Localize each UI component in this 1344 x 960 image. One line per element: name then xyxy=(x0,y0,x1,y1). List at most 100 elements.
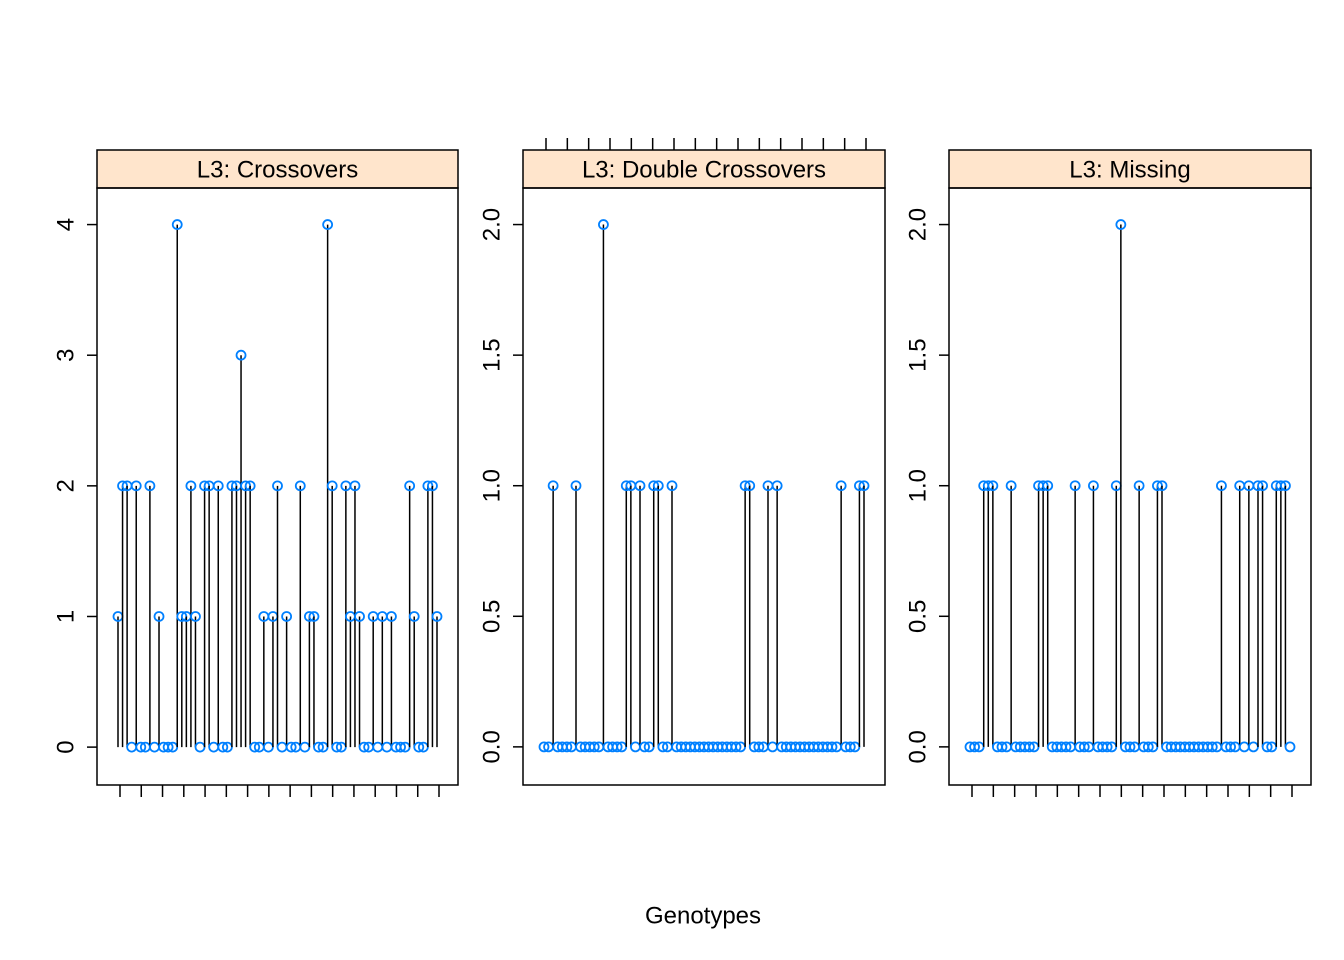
point xyxy=(987,480,999,492)
point xyxy=(262,741,274,753)
point xyxy=(858,480,870,492)
y-tick-label: 3 xyxy=(52,349,79,362)
point xyxy=(299,741,311,753)
point xyxy=(194,741,206,753)
point xyxy=(1078,741,1090,753)
point xyxy=(1133,480,1145,492)
point xyxy=(630,741,641,753)
point xyxy=(1115,219,1127,230)
point xyxy=(1257,480,1268,492)
point xyxy=(408,611,420,622)
point xyxy=(753,741,765,753)
point xyxy=(561,741,573,753)
point xyxy=(372,741,384,753)
strip xyxy=(522,149,886,189)
point xyxy=(1088,480,1099,492)
point xyxy=(1005,480,1017,492)
point xyxy=(1280,480,1291,492)
point xyxy=(771,480,783,492)
panel-title: L3: Crossovers xyxy=(197,156,358,183)
point xyxy=(326,480,338,492)
x-axis-label: Genotypes xyxy=(645,902,761,929)
y-tick-label: 1 xyxy=(52,610,79,623)
point xyxy=(652,480,664,492)
point xyxy=(190,611,201,622)
point xyxy=(570,480,582,492)
strip xyxy=(96,149,459,189)
point xyxy=(996,741,1008,753)
point xyxy=(244,480,256,492)
point xyxy=(1101,741,1113,753)
point xyxy=(395,741,406,753)
point xyxy=(1124,741,1136,753)
point xyxy=(639,741,650,753)
point xyxy=(162,741,174,753)
point xyxy=(149,741,160,753)
y-tick-label: 1.0 xyxy=(478,469,505,502)
point xyxy=(281,611,293,622)
point xyxy=(249,741,261,753)
point xyxy=(294,480,306,492)
point xyxy=(969,741,980,753)
point xyxy=(826,741,838,753)
point xyxy=(171,219,183,230)
point xyxy=(349,480,361,492)
y-tick-label: 1.0 xyxy=(904,469,931,502)
point xyxy=(135,741,147,753)
point xyxy=(144,480,156,492)
point xyxy=(308,611,320,622)
y-tick-label: 0.5 xyxy=(904,600,931,633)
point xyxy=(208,741,220,753)
point xyxy=(538,741,550,753)
point xyxy=(1156,480,1168,492)
y-tick-label: 0.0 xyxy=(904,730,931,763)
panel-frame xyxy=(522,187,886,786)
point xyxy=(272,480,283,492)
point xyxy=(1238,741,1250,753)
point xyxy=(844,741,856,753)
point xyxy=(657,741,669,753)
point xyxy=(1284,741,1296,753)
point xyxy=(666,480,678,492)
point xyxy=(212,480,224,492)
point xyxy=(634,480,646,492)
point xyxy=(358,741,370,753)
point xyxy=(126,741,138,753)
panel-title: L3: Missing xyxy=(1069,156,1190,183)
point xyxy=(331,741,343,753)
point xyxy=(431,611,443,622)
y-tick-label: 4 xyxy=(52,218,79,231)
point xyxy=(1060,741,1072,753)
point xyxy=(1024,741,1035,753)
point xyxy=(547,480,559,492)
y-tick-label: 1.5 xyxy=(904,338,931,371)
point xyxy=(322,219,334,230)
point xyxy=(354,611,365,622)
point xyxy=(404,480,416,492)
point xyxy=(1206,741,1218,753)
point xyxy=(1248,741,1259,753)
y-tick-label: 2 xyxy=(52,479,79,492)
point xyxy=(1225,741,1236,753)
point xyxy=(1261,741,1273,753)
point xyxy=(381,741,393,753)
point xyxy=(217,741,229,753)
point xyxy=(313,741,324,753)
point xyxy=(835,480,847,492)
point xyxy=(730,741,742,753)
point xyxy=(185,480,197,492)
point xyxy=(1216,480,1227,492)
y-tick-label: 0.5 xyxy=(478,600,505,633)
y-tick-label: 2.0 xyxy=(478,208,505,241)
point xyxy=(130,480,142,492)
point xyxy=(744,480,756,492)
point xyxy=(153,611,165,622)
panel-frame xyxy=(948,187,1312,786)
point xyxy=(235,349,247,361)
point xyxy=(598,219,609,230)
point xyxy=(611,741,623,753)
y-tick-label: 0 xyxy=(52,740,79,753)
point xyxy=(767,741,778,753)
point xyxy=(1069,480,1081,492)
